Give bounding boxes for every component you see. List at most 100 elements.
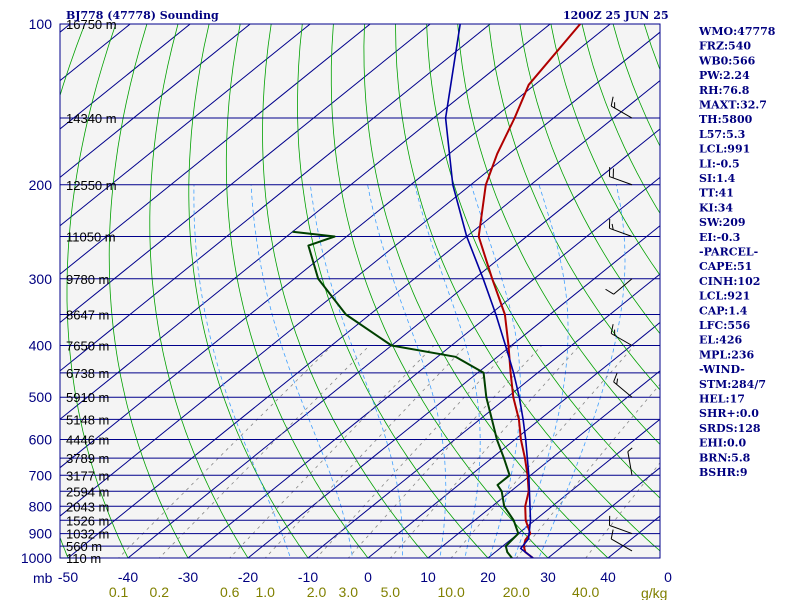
moist-adiabat-line — [250, 184, 353, 558]
isotherm-line — [127, 128, 660, 558]
wind-barb — [608, 515, 633, 535]
mixing-ratio-line — [229, 345, 435, 558]
index-line: CINH:102 — [699, 275, 760, 288]
temperature-tick-label: -30 — [178, 569, 198, 585]
mixing-ratio-tick-label: 5.0 — [381, 584, 401, 600]
isotherm-line — [60, 24, 311, 227]
pressure-tick-label: 300 — [29, 271, 53, 287]
index-line: SHR+:0.0 — [699, 407, 759, 420]
height-label: 6738 m — [66, 366, 109, 381]
moist-adiabat-line — [309, 184, 404, 558]
wind-barb — [613, 372, 633, 398]
mixing-ratio-tick-label: 10.0 — [437, 584, 464, 600]
moist-adiabat-line — [470, 184, 521, 558]
mixing-ratio-tick-label: 0.6 — [220, 584, 240, 600]
mixing-ratio-line — [158, 345, 370, 558]
index-line: WMO:47778 — [698, 25, 776, 38]
temperature-tick-label: 20 — [480, 569, 496, 585]
index-line: TT:41 — [699, 187, 734, 200]
dry-adiabat-line — [330, 24, 549, 558]
pressure-tick-label: 400 — [29, 338, 53, 354]
pressure-unit-label: mb — [33, 570, 53, 586]
isotherm-line — [547, 467, 660, 558]
index-line: SRDS:128 — [699, 422, 761, 435]
isotherm-line — [487, 418, 660, 558]
pressure-tick-label: 800 — [29, 498, 53, 514]
height-label: 14340 m — [66, 111, 117, 126]
dry-adiabat-line — [262, 24, 429, 558]
index-line: LCL:921 — [699, 290, 750, 303]
wind-barb — [608, 218, 633, 237]
isotherm-line — [60, 24, 611, 469]
height-label: 560 m — [66, 539, 102, 554]
sounding-time: 1200Z 25 JUN 25 — [563, 9, 669, 22]
height-label: 3177 m — [66, 468, 109, 483]
isotherm-line — [60, 24, 251, 178]
index-line: BSHR:9 — [699, 466, 748, 479]
wind-barb — [610, 96, 633, 119]
isotherm-line — [367, 321, 660, 558]
isobar-lines — [59, 23, 661, 559]
dry-adiabat-line — [108, 24, 189, 558]
wind-barb — [627, 447, 633, 476]
pressure-tick-label: 600 — [29, 432, 53, 448]
isotherm-line — [60, 31, 660, 517]
height-label: 110 m — [66, 551, 101, 566]
index-line: -WIND- — [699, 363, 745, 376]
temperature-tick-label: 0 — [664, 569, 672, 585]
dry-adiabat-line — [363, 24, 609, 558]
isotherm-line — [60, 24, 551, 420]
height-label: 4446 m — [66, 433, 109, 448]
dry-adiabat-line — [519, 24, 660, 335]
height-label: 3789 m — [66, 451, 109, 466]
height-label: 1032 m — [66, 527, 109, 542]
isotherm-line — [60, 24, 491, 372]
index-line: CAP:1.4 — [699, 304, 748, 317]
temperature-tick-labels: -50 -40 -30 -20 -10 0 10 20 30 40 0 — [58, 569, 672, 585]
dewpoint-profile — [292, 230, 520, 558]
index-line: SW:209 — [699, 216, 746, 229]
index-line: HEL:17 — [699, 393, 745, 406]
height-label: 8647 m — [66, 308, 109, 323]
height-label: 2594 m — [66, 484, 109, 499]
index-line: STM:284/7 — [699, 378, 766, 391]
profile-lines — [292, 24, 581, 558]
wind-barbs — [605, 96, 633, 552]
mixing-ratio-tick-label: 0.2 — [150, 584, 170, 600]
mixing-ratio-lines — [117, 345, 660, 558]
dry-adiabat-line — [225, 24, 369, 558]
index-line: L57:5.3 — [699, 128, 745, 141]
moist-adiabat-line — [538, 184, 626, 558]
isotherm-line — [307, 273, 660, 558]
index-line: EI:-0.3 — [699, 231, 740, 244]
mixing-ratio-line — [450, 345, 635, 558]
pressure-tick-label: 100 — [29, 16, 53, 32]
index-line: EHI:0.0 — [699, 437, 746, 450]
index-line: KI:34 — [699, 201, 733, 214]
index-line: FRZ:540 — [699, 40, 751, 53]
dry-adiabat-line — [426, 24, 660, 499]
index-line: LFC:556 — [699, 319, 751, 332]
temperature-tick-label: -10 — [298, 569, 318, 585]
index-line: PW:2.24 — [699, 69, 750, 82]
isotherm-line — [67, 79, 660, 558]
mixing-ratio-unit-label: g/kg — [641, 585, 667, 600]
moist-adiabat-line — [367, 184, 447, 558]
index-line: BRN:5.8 — [699, 451, 751, 464]
height-label: 16750 m — [66, 17, 117, 32]
temperature-tick-label: 40 — [600, 569, 616, 585]
temperature-tick-label: -20 — [238, 569, 258, 585]
moist-adiabat-lines — [193, 184, 626, 558]
mixing-ratio-tick-label: 20.0 — [503, 584, 530, 600]
height-label: 5910 m — [66, 390, 109, 405]
index-line: CAPE:51 — [699, 260, 752, 273]
mixing-ratio-line — [117, 345, 333, 558]
moist-adiabat-line — [414, 184, 481, 558]
temperature-tick-label: -40 — [118, 569, 138, 585]
pressure-tick-label: 1000 — [21, 550, 52, 566]
index-line: LI:-0.5 — [699, 157, 740, 170]
pressure-tick-labels: 100 200 300 400 500 600 700 800 900 1000 — [21, 16, 52, 566]
height-label: 9780 m — [66, 272, 109, 287]
temperature-tick-label: 30 — [540, 569, 556, 585]
